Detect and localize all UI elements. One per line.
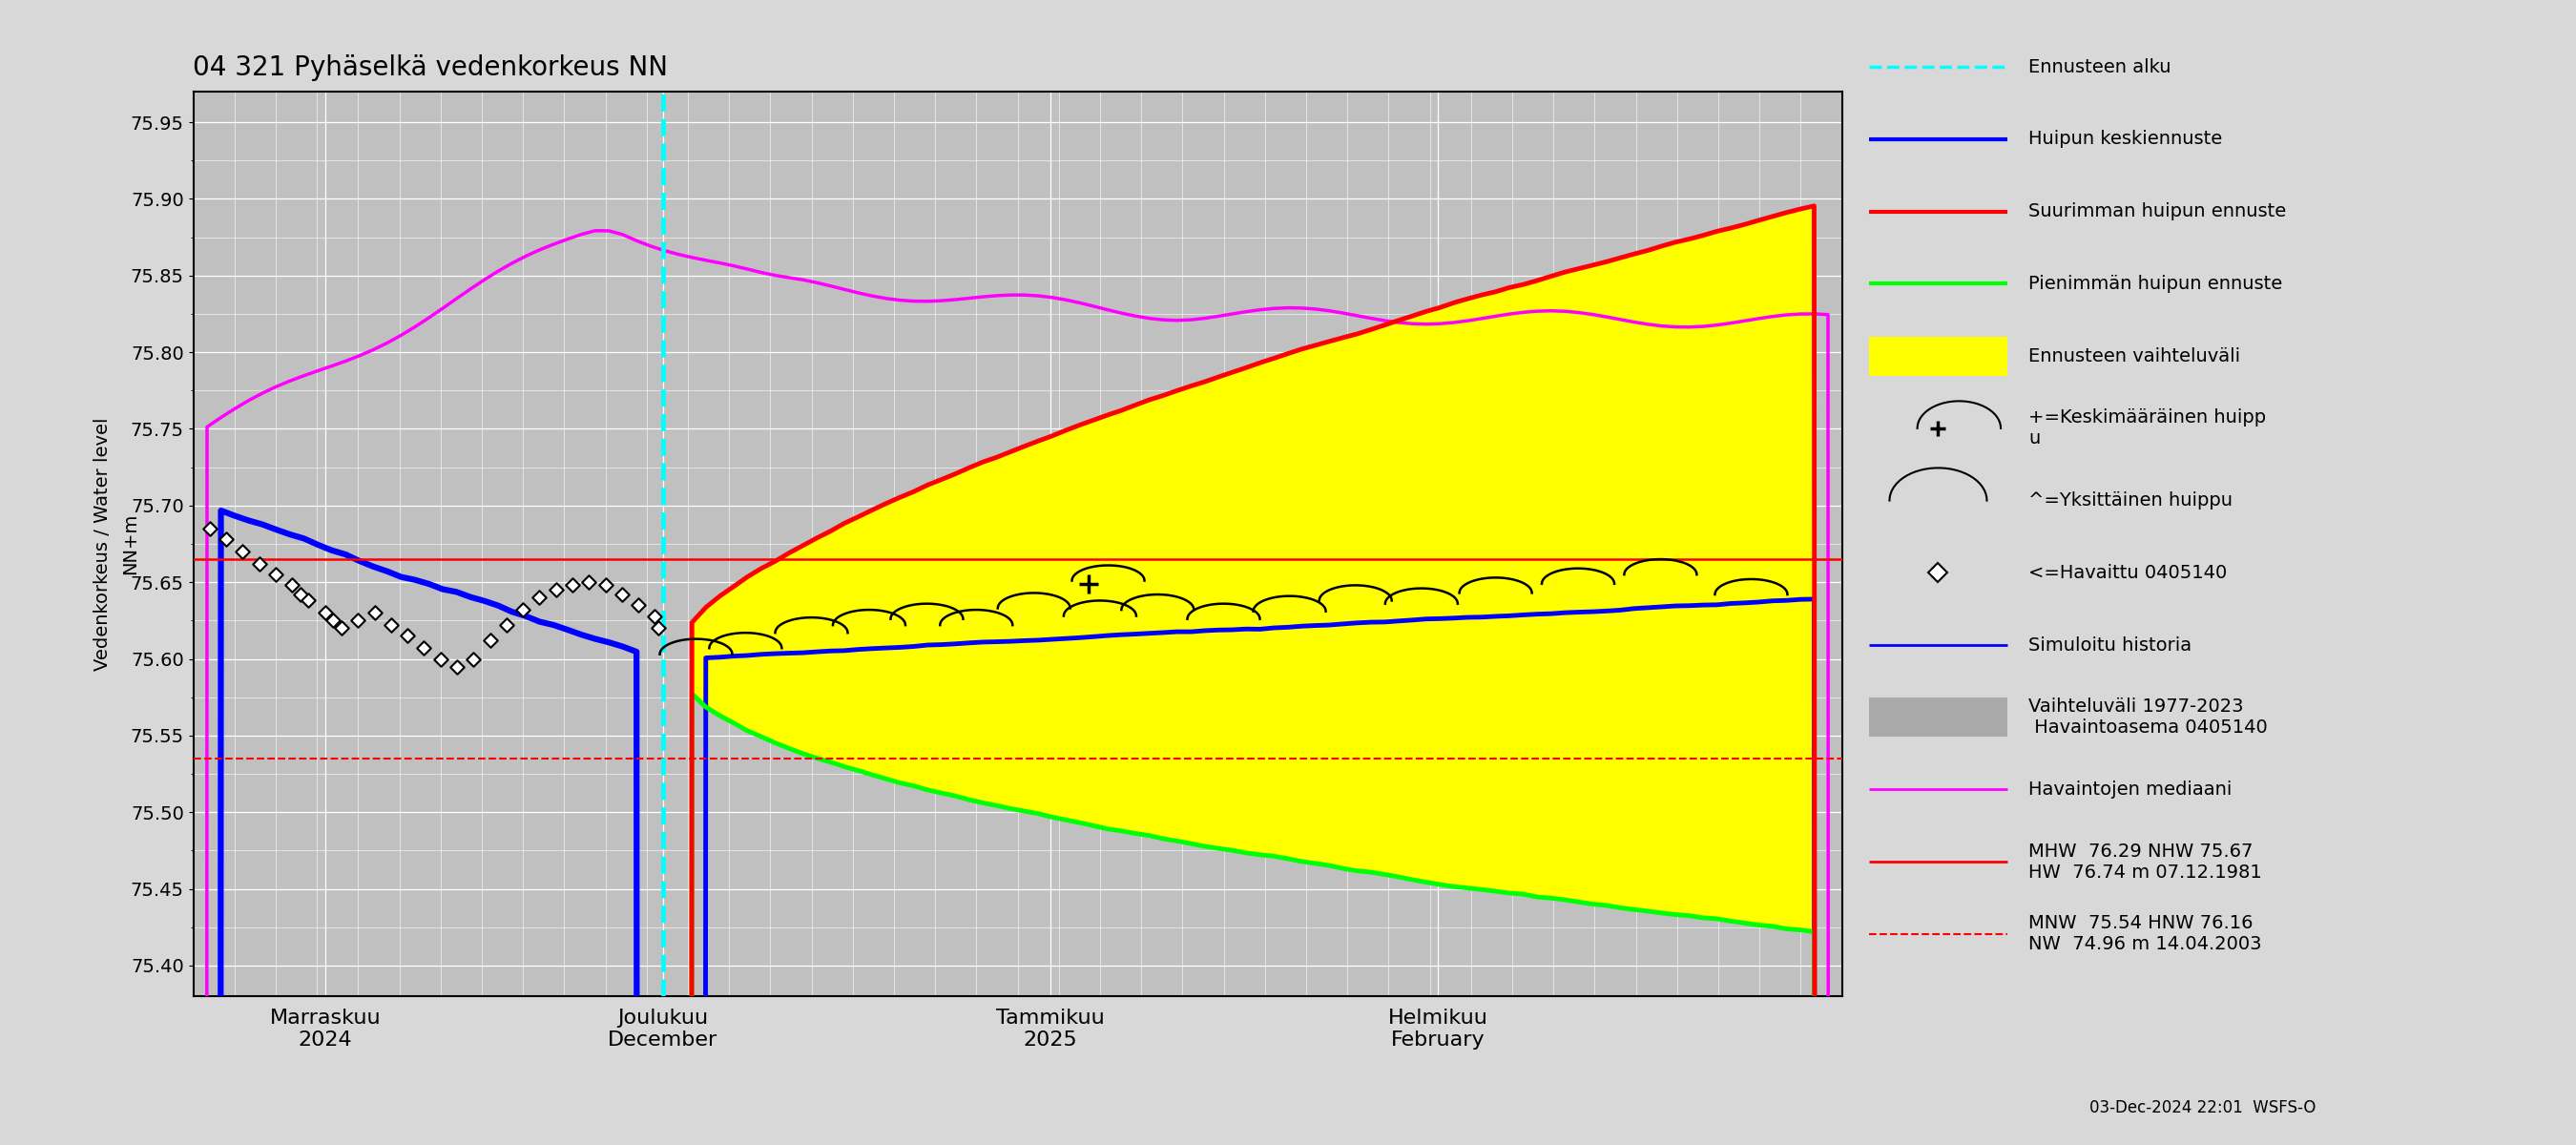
Text: Simuloitu historia: Simuloitu historia: [2030, 635, 2192, 654]
Point: [206, 530, 247, 548]
Point: [270, 576, 312, 594]
Point: [435, 657, 477, 676]
Text: Ennusteen vaihteluväli: Ennusteen vaihteluväli: [2030, 347, 2241, 365]
Point: [188, 520, 229, 538]
Text: <=Havaittu 0405140: <=Havaittu 0405140: [2030, 563, 2228, 582]
Point: [569, 572, 611, 591]
Point: [312, 611, 353, 630]
Text: Suurimman huipun ennuste: Suurimman huipun ennuste: [2030, 203, 2287, 221]
Point: [337, 611, 379, 630]
Text: Vedenkorkeus / Water level: Vedenkorkeus / Water level: [93, 417, 111, 671]
Point: [404, 639, 446, 657]
Point: [240, 554, 281, 572]
Point: [386, 626, 428, 645]
Text: Joulukuu
December: Joulukuu December: [608, 1009, 719, 1050]
Text: Ennusteen alku: Ennusteen alku: [2030, 58, 2172, 76]
Point: [304, 603, 345, 622]
FancyBboxPatch shape: [1868, 337, 2007, 376]
Text: MNW  75.54 HNW 76.16
NW  74.96 m 14.04.2003: MNW 75.54 HNW 76.16 NW 74.96 m 14.04.200…: [2030, 915, 2262, 954]
Point: [353, 603, 394, 622]
Point: [636, 619, 677, 638]
Text: ^=Yksittäinen huippu: ^=Yksittäinen huippu: [2030, 491, 2233, 510]
Text: +=Keskimääräinen huipp
u: +=Keskimääräinen huipp u: [2030, 409, 2267, 448]
Point: [322, 619, 363, 638]
Point: [371, 616, 412, 634]
Text: Tammikuu
2025: Tammikuu 2025: [997, 1009, 1105, 1050]
Point: [469, 631, 510, 649]
Text: Vaihteluväli 1977-2023
 Havaintoasema 0405140: Vaihteluväli 1977-2023 Havaintoasema 040…: [2030, 697, 2267, 737]
Text: MHW  76.29 NHW 75.67
HW  76.74 m 07.12.1981: MHW 76.29 NHW 75.67 HW 76.74 m 07.12.198…: [2030, 843, 2262, 882]
Point: [453, 649, 495, 668]
Point: [420, 649, 461, 668]
FancyBboxPatch shape: [1868, 697, 2007, 737]
Text: NN+m: NN+m: [121, 513, 139, 575]
Point: [281, 585, 322, 603]
Text: Pienimmän huipun ennuste: Pienimmän huipun ennuste: [2030, 275, 2282, 293]
Text: 04 321 Pyhäselkä vedenkorkeus NN: 04 321 Pyhäselkä vedenkorkeus NN: [193, 55, 667, 81]
Text: 03-Dec-2024 22:01  WSFS-O: 03-Dec-2024 22:01 WSFS-O: [2089, 1099, 2316, 1116]
Point: [585, 576, 626, 594]
Text: Helmikuu
February: Helmikuu February: [1388, 1009, 1489, 1050]
Point: [255, 566, 296, 584]
Point: [618, 597, 659, 615]
Point: [222, 543, 263, 561]
Point: [289, 592, 330, 610]
Point: [536, 581, 577, 599]
Text: Havaintojen mediaani: Havaintojen mediaani: [2030, 781, 2233, 798]
Point: [502, 601, 544, 619]
Text: Marraskuu
2024: Marraskuu 2024: [270, 1009, 381, 1050]
Text: Huipun keskiennuste: Huipun keskiennuste: [2030, 131, 2223, 149]
Point: [551, 576, 592, 594]
Point: [487, 616, 528, 634]
Point: [518, 589, 559, 607]
Point: [600, 585, 641, 603]
Point: [634, 607, 675, 625]
